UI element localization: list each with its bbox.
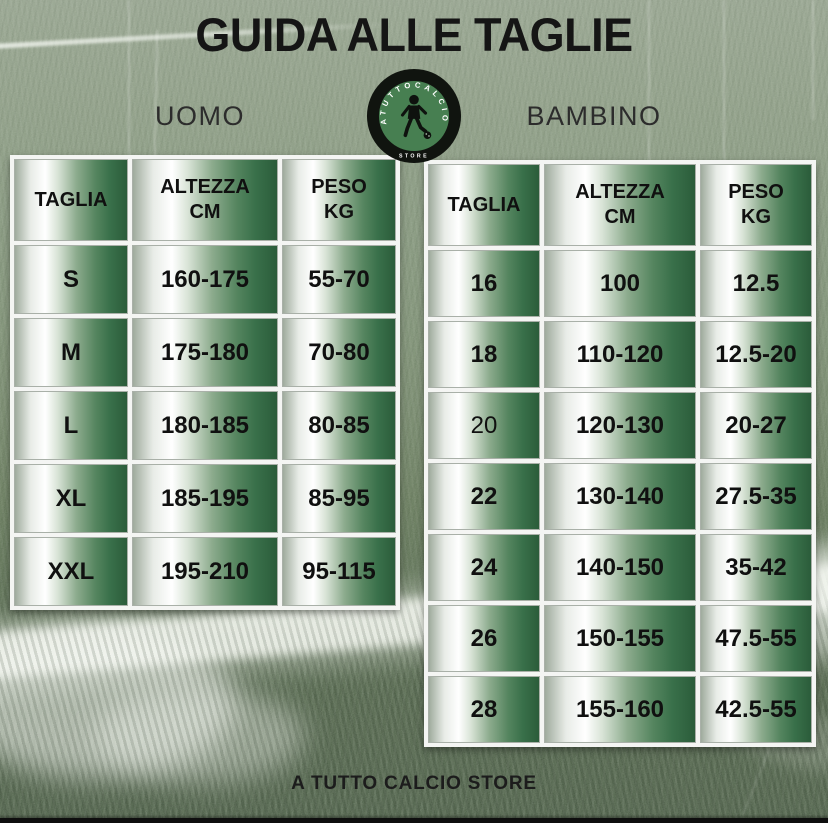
table-row: 16 100 12.5 (428, 250, 812, 317)
peso-header: PESO KG (700, 164, 812, 246)
table-row: XL 185-195 85-95 (14, 464, 396, 533)
altezza-cell: 100 (544, 250, 696, 317)
bambino-size-table: TAGLIA ALTEZZA CM PESO KG 16 100 12.5 18 1… (424, 160, 816, 747)
store-logo: ATUTTOCALCIO STORE (366, 68, 462, 164)
soccer-ball-icon (423, 131, 432, 140)
taglia-cell: 24 (428, 534, 540, 601)
peso-cell: 42.5-55 (700, 676, 812, 743)
altezza-cell: 180-185 (132, 391, 278, 460)
page-title: GUIDA ALLE TAGLIE (195, 8, 633, 62)
uomo-size-table: TAGLIA ALTEZZA CM PESO KG S 160-175 55-70 … (10, 155, 400, 610)
taglia-cell: 28 (428, 676, 540, 743)
taglia-cell: S (14, 245, 128, 314)
taglia-header: TAGLIA (14, 159, 128, 241)
peso-cell: 35-42 (700, 534, 812, 601)
altezza-header: ALTEZZA CM (132, 159, 278, 241)
peso-cell: 55-70 (282, 245, 396, 314)
table-row: 28 155-160 42.5-55 (428, 676, 812, 743)
taglia-cell: XXL (14, 537, 128, 606)
section-label-bambino: BAMBINO (526, 101, 662, 131)
table-header-row: TAGLIA ALTEZZA CM PESO KG (14, 159, 396, 241)
taglia-cell: 26 (428, 605, 540, 672)
altezza-cell: 110-120 (544, 321, 696, 388)
table-row: M 175-180 70-80 (14, 318, 396, 387)
peso-header: PESO KG (282, 159, 396, 241)
altezza-cell: 185-195 (132, 464, 278, 533)
table-row: 26 150-155 47.5-55 (428, 605, 812, 672)
table-header-row: TAGLIA ALTEZZA CM PESO KG (428, 164, 812, 246)
altezza-cell: 130-140 (544, 463, 696, 530)
taglia-header: TAGLIA (428, 164, 540, 246)
taglia-cell: 20 (428, 392, 540, 459)
peso-cell: 70-80 (282, 318, 396, 387)
altezza-cell: 150-155 (544, 605, 696, 672)
altezza-cell: 160-175 (132, 245, 278, 314)
taglia-cell: 16 (428, 250, 540, 317)
peso-cell: 20-27 (700, 392, 812, 459)
peso-cell: 85-95 (282, 464, 396, 533)
bottom-black-bar (0, 818, 828, 823)
taglia-cell: 22 (428, 463, 540, 530)
peso-cell: 12.5-20 (700, 321, 812, 388)
taglia-cell: 18 (428, 321, 540, 388)
table-row: L 180-185 80-85 (14, 391, 396, 460)
altezza-cell: 175-180 (132, 318, 278, 387)
table-row: XXL 195-210 95-115 (14, 537, 396, 606)
table-row: 22 130-140 27.5-35 (428, 463, 812, 530)
peso-cell: 80-85 (282, 391, 396, 460)
taglia-cell: M (14, 318, 128, 387)
peso-cell: 27.5-35 (700, 463, 812, 530)
taglia-cell: L (14, 391, 128, 460)
store-name-footer: A TUTTO CALCIO STORE (291, 773, 537, 794)
altezza-cell: 140-150 (544, 534, 696, 601)
altezza-header: ALTEZZA CM (544, 164, 696, 246)
taglia-cell: XL (14, 464, 128, 533)
table-row: 20 120-130 20-27 (428, 392, 812, 459)
peso-cell: 95-115 (282, 537, 396, 606)
peso-cell: 47.5-55 (700, 605, 812, 672)
table-row: 18 110-120 12.5-20 (428, 321, 812, 388)
altezza-cell: 195-210 (132, 537, 278, 606)
altezza-cell: 155-160 (544, 676, 696, 743)
table-row: S 160-175 55-70 (14, 245, 396, 314)
section-label-uomo: UOMO (155, 101, 245, 131)
peso-cell: 12.5 (700, 250, 812, 317)
altezza-cell: 120-130 (544, 392, 696, 459)
logo-store-text: STORE (399, 153, 429, 159)
table-row: 24 140-150 35-42 (428, 534, 812, 601)
